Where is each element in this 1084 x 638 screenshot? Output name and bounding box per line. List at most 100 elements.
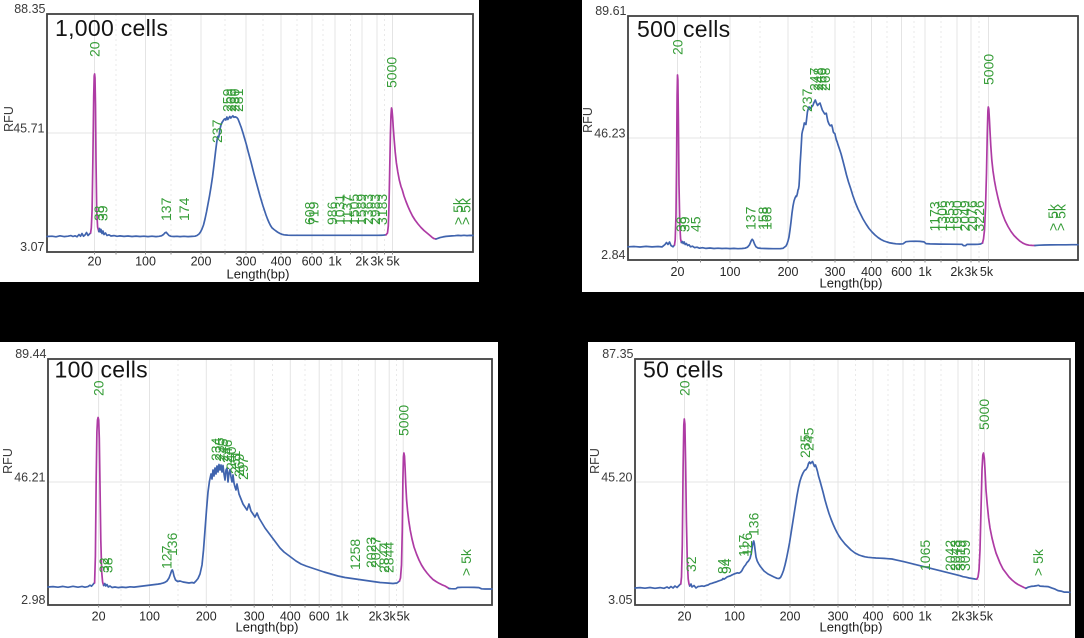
svg-text:127: 127 [159,545,175,569]
svg-text:1505: 1505 [346,194,362,225]
svg-text:2076: 2076 [964,200,980,231]
svg-text:500 cells: 500 cells [637,16,730,42]
svg-text:46.21: 46.21 [14,471,45,485]
svg-text:237: 237 [799,88,815,112]
svg-text:3.05: 3.05 [608,593,632,607]
svg-text:235: 235 [212,437,228,461]
svg-text:5000: 5000 [384,57,400,88]
svg-text:3k: 3k [965,610,979,624]
svg-text:248: 248 [810,67,826,91]
svg-text:3183: 3183 [374,194,390,225]
svg-text:> 5k: > 5k [458,197,474,225]
svg-text:137: 137 [743,206,759,230]
svg-text:300: 300 [236,254,257,268]
svg-text:246: 246 [219,439,235,463]
svg-text:RFU: RFU [1,448,15,474]
svg-text:1853: 1853 [942,200,958,231]
svg-text:100: 100 [724,610,745,624]
svg-text:3.07: 3.07 [20,240,44,254]
svg-text:20: 20 [91,380,107,396]
svg-text:174: 174 [176,197,192,221]
svg-text:2.98: 2.98 [21,593,45,607]
svg-text:> 5k: > 5k [1030,548,1046,576]
svg-text:1031: 1031 [332,194,348,225]
svg-text:5k: 5k [386,254,400,268]
svg-text:2k: 2k [951,610,965,624]
svg-text:38: 38 [673,216,689,232]
svg-text:200: 200 [191,254,212,268]
svg-text:986: 986 [324,201,340,225]
svg-text:39: 39 [95,205,111,221]
svg-text:168: 168 [759,206,775,230]
svg-text:20: 20 [670,39,686,55]
svg-text:5k: 5k [397,610,411,624]
svg-text:RFU: RFU [588,448,602,474]
svg-text:1990: 1990 [949,200,965,231]
svg-text:245: 245 [801,427,817,451]
svg-text:200: 200 [196,610,217,624]
svg-text:2k: 2k [355,254,369,268]
svg-text:400: 400 [861,265,882,279]
svg-text:89.44: 89.44 [15,347,46,361]
svg-text:45.71: 45.71 [13,122,44,136]
svg-text:245: 245 [215,438,231,462]
svg-text:2023: 2023 [363,537,379,568]
svg-text:45: 45 [688,216,704,232]
svg-text:234: 234 [208,437,224,461]
svg-text:300: 300 [828,610,849,624]
svg-text:2k: 2k [369,610,383,624]
svg-text:240: 240 [223,446,239,470]
svg-text:2983: 2983 [367,194,383,225]
svg-text:2.84: 2.84 [601,248,625,262]
svg-text:600: 600 [893,610,914,624]
svg-text:> 5k: > 5k [458,548,474,576]
svg-text:RFU: RFU [582,107,595,133]
svg-text:39: 39 [677,216,693,232]
svg-text:38: 38 [91,205,107,221]
svg-text:136: 136 [164,532,180,556]
svg-text:1258: 1258 [347,539,363,570]
svg-text:400: 400 [863,610,884,624]
svg-text:100: 100 [135,254,156,268]
svg-text:608: 608 [302,201,318,225]
svg-text:1306: 1306 [934,200,950,231]
svg-text:117: 117 [736,534,752,557]
svg-text:2363: 2363 [360,194,376,225]
svg-text:5000: 5000 [976,399,992,430]
svg-text:1137: 1137 [339,195,355,225]
svg-text:600: 600 [302,254,323,268]
svg-text:269: 269 [231,453,247,477]
svg-text:259: 259 [220,88,236,112]
svg-text:251: 251 [227,450,243,474]
svg-text:1589: 1589 [353,194,369,225]
svg-text:600: 600 [891,265,912,279]
svg-text:235: 235 [797,434,813,458]
svg-text:2042: 2042 [942,540,958,571]
svg-text:> 5k: > 5k [1045,203,1061,231]
svg-text:1173: 1173 [927,201,943,231]
svg-text:46.23: 46.23 [594,127,625,141]
svg-text:Length(bp): Length(bp) [820,620,883,635]
svg-text:268: 268 [817,67,833,91]
svg-text:400: 400 [280,610,301,624]
svg-text:45.20: 45.20 [601,471,632,485]
svg-text:281: 281 [230,88,246,112]
svg-text:20: 20 [671,265,685,279]
svg-text:260: 260 [223,88,239,112]
svg-text:RFU: RFU [2,106,16,132]
svg-text:158: 158 [755,206,771,230]
svg-text:> 5k: > 5k [450,197,466,225]
svg-text:94: 94 [718,558,734,574]
svg-text:2844: 2844 [376,542,392,573]
svg-text:3059: 3059 [957,540,973,571]
svg-text:50 cells: 50 cells [643,357,723,383]
svg-text:260: 260 [814,67,830,91]
svg-text:200: 200 [780,610,801,624]
svg-text:20: 20 [678,610,692,624]
svg-text:2844: 2844 [381,542,397,573]
svg-text:3k: 3k [383,610,397,624]
svg-text:1065: 1065 [917,540,933,571]
svg-text:100: 100 [720,265,741,279]
svg-text:Length(bp): Length(bp) [236,620,299,635]
svg-text:20: 20 [92,610,106,624]
